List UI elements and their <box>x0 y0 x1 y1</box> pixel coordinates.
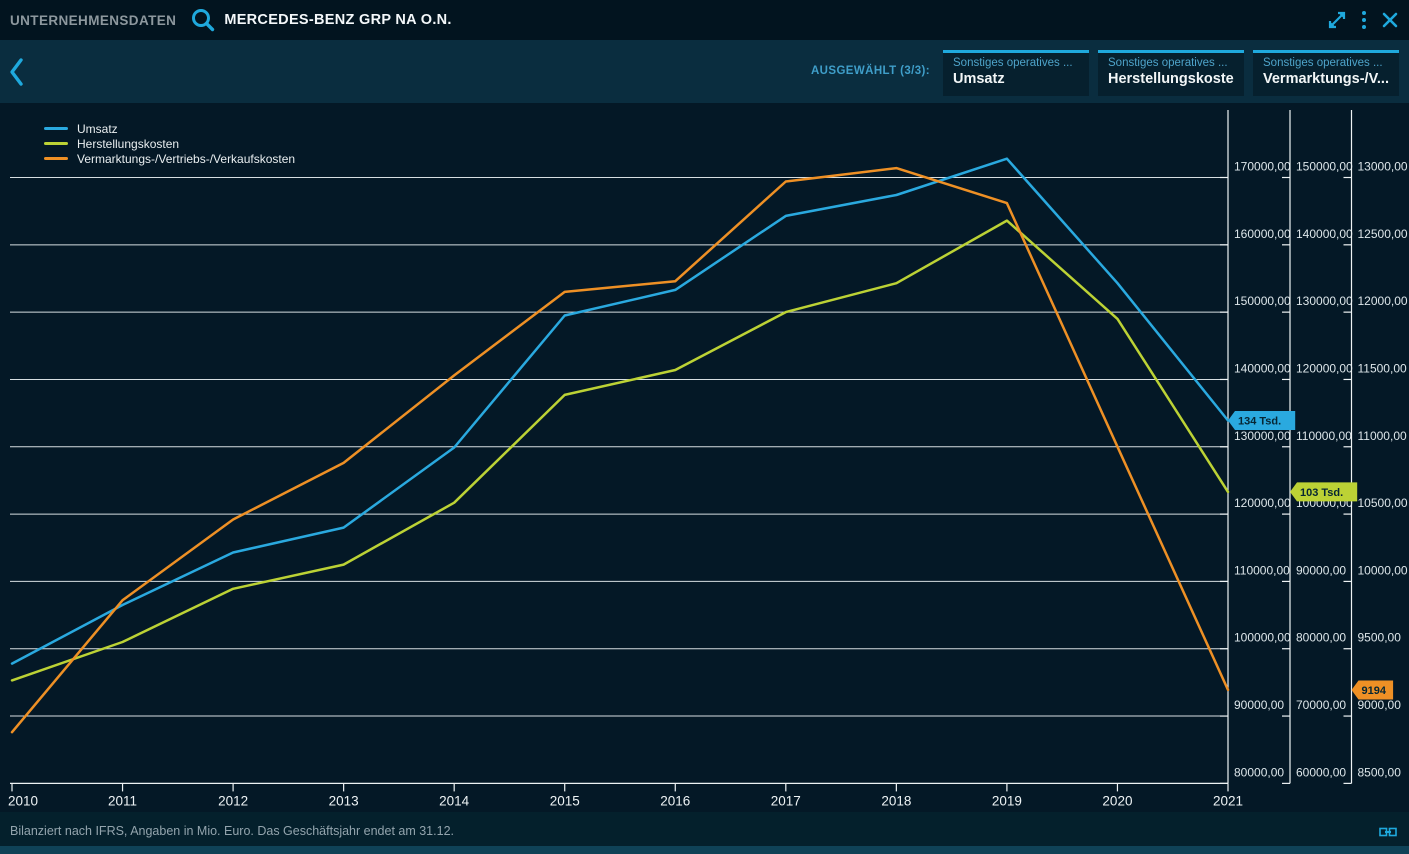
y-tick-label: 80000,00 <box>1296 631 1346 645</box>
y-axis-2: 150000,00 140000,00 130000,00 120000,00 1100… <box>1282 110 1353 784</box>
y-tick-label: 10000,00 <box>1358 563 1408 577</box>
x-axis: 2010 2011 2012 2013 2014 2015 2016 2017 2018 2019… <box>8 782 1243 808</box>
legend-item-herstellungskosten: Herstellungskosten <box>44 136 295 151</box>
badge-label: 103 Tsd. <box>1300 487 1343 499</box>
top-bar: UNTERNEHMENSDATEN MERCEDES-BENZ GRP NA O… <box>0 0 1409 40</box>
legend-label: Herstellungskosten <box>77 136 180 151</box>
tab-label: Vermarktungs-/V... <box>1263 71 1389 87</box>
accounting-footnote: Bilanziert nach IFRS, Angaben in Mio. Eu… <box>10 824 454 838</box>
y-tick-label: 160000,00 <box>1234 227 1291 241</box>
y-tick-label: 10500,00 <box>1358 496 1408 510</box>
chart-area: Umsatz Herstellungskosten Vermarktungs-/Ve… <box>0 103 1409 812</box>
x-tick-label: 2010 <box>8 793 38 808</box>
legend-item-vermarktungskosten: Vermarktungs-/Vertriebs-/Verkaufskosten <box>44 151 295 166</box>
y-tick-label: 110000,00 <box>1296 429 1352 443</box>
legend-label: Umsatz <box>77 121 118 136</box>
chart-legend: Umsatz Herstellungskosten Vermarktungs-/Ve… <box>44 121 295 166</box>
y-tick-label: 110000,00 <box>1234 563 1290 577</box>
legend-label: Vermarktungs-/Vertriebs-/Verkaufskosten <box>77 151 296 166</box>
y-tick-label: 70000,00 <box>1296 698 1346 712</box>
y-tick-label: 11500,00 <box>1358 361 1407 375</box>
y-tick-label: 13000,00 <box>1358 160 1408 174</box>
y-tick-label: 130000,00 <box>1234 429 1291 443</box>
value-badge-umsatz: 134 Tsd. <box>1228 411 1296 431</box>
x-tick-label: 2014 <box>439 793 470 808</box>
y-tick-label: 9500,00 <box>1358 631 1402 645</box>
app-title: UNTERNEHMENSDATEN <box>10 12 177 28</box>
legend-item-umsatz: Umsatz <box>44 121 295 136</box>
metric-tabs: Sonstiges operatives ... Umsatz Sonstiges … <box>943 50 1399 96</box>
x-tick-label: 2013 <box>329 793 359 808</box>
y-tick-label: 12500,00 <box>1358 227 1408 241</box>
x-tick-label: 2016 <box>660 793 690 808</box>
y-tick-label: 90000,00 <box>1234 698 1284 712</box>
close-icon[interactable] <box>1381 11 1399 29</box>
y-tick-label: 170000,00 <box>1234 160 1291 174</box>
y-tick-label: 120000,00 <box>1234 496 1291 510</box>
legend-swatch <box>44 142 68 145</box>
value-badge-vermarktungskosten: 9194 <box>1351 680 1394 700</box>
x-tick-label: 2021 <box>1213 793 1243 808</box>
x-tick-label: 2011 <box>108 793 137 808</box>
tab-category: Sonstiges operatives ... <box>1263 57 1383 69</box>
x-tick-label: 2012 <box>218 793 248 808</box>
series-vermarktungskosten <box>10 166 1230 734</box>
tab-umsatz[interactable]: Sonstiges operatives ... Umsatz <box>943 50 1089 96</box>
y-axis-1: 170000,00 160000,00 150000,00 140000,00 1300… <box>1220 110 1291 784</box>
tab-label: Herstellungskosten <box>1108 71 1234 87</box>
search-icon[interactable] <box>190 7 216 33</box>
series-herstellungskosten <box>10 219 1230 682</box>
y-tick-label: 100000,00 <box>1234 631 1291 645</box>
badge-label: 134 Tsd. <box>1238 416 1281 428</box>
tab-label: Umsatz <box>953 71 1005 87</box>
back-button[interactable] <box>8 57 26 87</box>
x-tick-label: 2019 <box>992 793 1022 808</box>
y-tick-label: 60000,00 <box>1296 765 1346 779</box>
expand-icon[interactable] <box>1327 10 1347 30</box>
y-tick-label: 11000,00 <box>1358 429 1407 443</box>
series-umsatz <box>10 157 1230 665</box>
value-badge-herstellungskosten: 103 Tsd. <box>1290 482 1358 502</box>
y-tick-label: 12000,00 <box>1358 294 1408 308</box>
y-tick-label: 9000,00 <box>1358 698 1402 712</box>
selected-count-label: AUSGEWÄHLT (3/3): <box>810 65 930 77</box>
y-tick-label: 130000,00 <box>1296 294 1353 308</box>
y-tick-label: 140000,00 <box>1234 361 1291 375</box>
badge-label: 9194 <box>1362 685 1387 697</box>
window-controls <box>1327 0 1399 40</box>
x-tick-label: 2017 <box>771 793 801 808</box>
line-chart[interactable]: 2010 2011 2012 2013 2014 2015 2016 2017 2018 2019… <box>0 103 1409 812</box>
y-tick-label: 8500,00 <box>1358 765 1402 779</box>
y-tick-label: 140000,00 <box>1296 227 1353 241</box>
x-tick-label: 2018 <box>881 793 911 808</box>
y-tick-label: 120000,00 <box>1296 361 1353 375</box>
x-tick-label: 2015 <box>550 793 580 808</box>
selection-bar: AUSGEWÄHLT (3/3): Sonstiges operatives .… <box>0 40 1409 103</box>
gridlines <box>10 177 1228 717</box>
y-tick-label: 80000,00 <box>1234 765 1284 779</box>
link-icon[interactable] <box>1379 825 1397 839</box>
y-tick-label: 150000,00 <box>1296 160 1353 174</box>
footer-bar: Bilanziert nach IFRS, Angaben in Mio. Eu… <box>0 812 1409 854</box>
y-tick-label: 150000,00 <box>1234 294 1291 308</box>
x-tick-label: 2020 <box>1102 793 1132 808</box>
tab-category: Sonstiges operatives ... <box>1108 57 1228 69</box>
bottom-accent-strip <box>0 846 1409 854</box>
y-tick-label: 90000,00 <box>1296 563 1346 577</box>
tab-herstellungskosten[interactable]: Sonstiges operatives ... Herstellungskost… <box>1098 50 1244 96</box>
y-axis-3: 13000,00 12500,00 12000,00 11500,00 11000,00… <box>1343 110 1408 784</box>
tab-vermarktungskosten[interactable]: Sonstiges operatives ... Vermarktungs-/V.… <box>1253 50 1399 96</box>
kebab-menu-icon[interactable] <box>1361 10 1367 30</box>
legend-swatch <box>44 157 68 160</box>
legend-swatch <box>44 127 68 130</box>
tab-category: Sonstiges operatives ... <box>953 57 1073 69</box>
security-name: MERCEDES-BENZ GRP NA O.N. <box>224 12 452 28</box>
